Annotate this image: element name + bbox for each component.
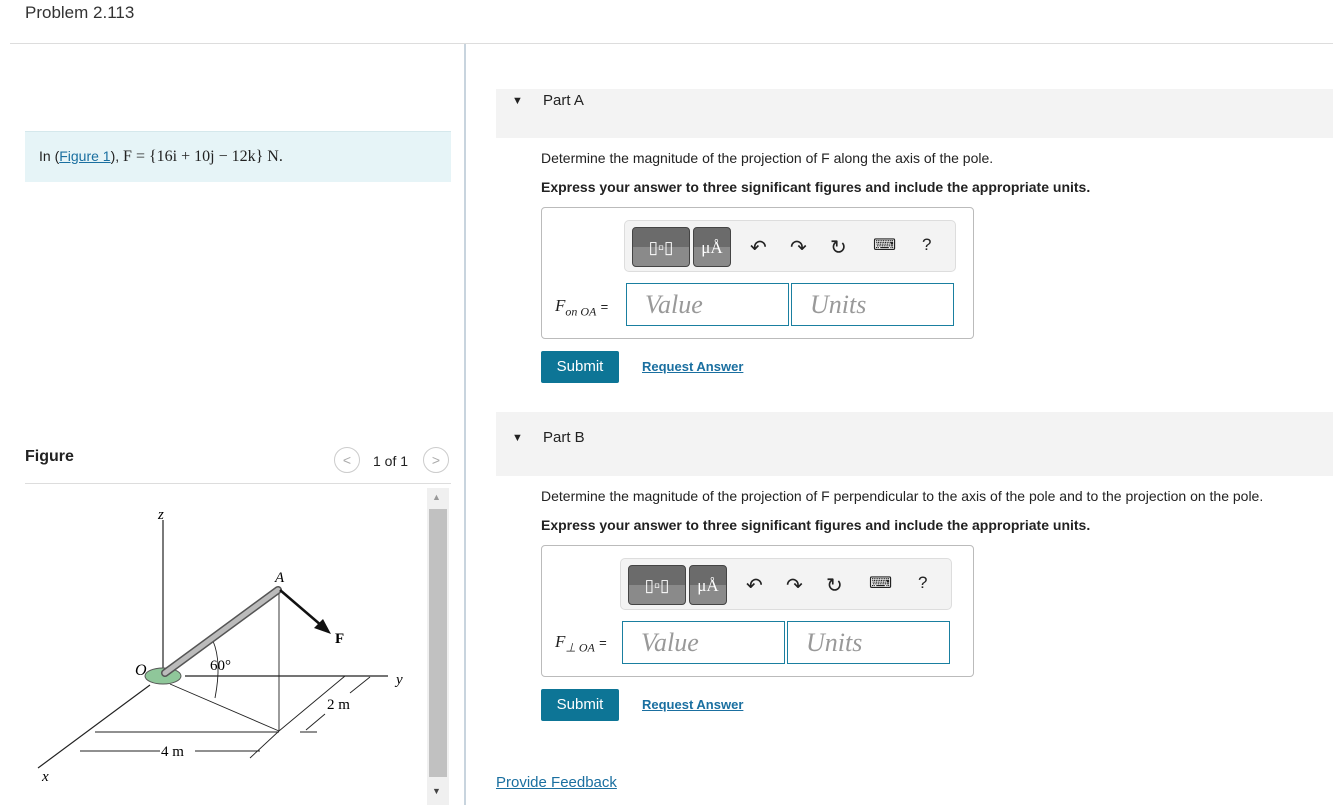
problem-statement: In (Figure 1), F = {16i + 10j − 12k} N. <box>25 131 451 182</box>
o-label: O <box>135 662 147 679</box>
panel-divider[interactable] <box>464 44 466 805</box>
problem-title: Problem 2.113 <box>25 3 135 22</box>
f-label: F <box>335 631 344 647</box>
scroll-up-icon[interactable]: ▲ <box>432 492 441 502</box>
dim-2m-label: 2 m <box>327 697 350 713</box>
divider <box>25 483 451 484</box>
scroll-down-icon[interactable]: ▼ <box>432 786 441 796</box>
y-label: y <box>394 672 403 688</box>
next-figure-button[interactable]: > <box>423 447 449 473</box>
part-b-label: Part B <box>543 429 585 446</box>
reset-icon[interactable]: ↻ <box>830 237 847 259</box>
redo-icon[interactable]: ↷ <box>790 237 807 259</box>
part-b-instruction: Express your answer to three significant… <box>541 517 1091 533</box>
templates-button[interactable]: ▯▫▯ <box>628 565 686 605</box>
undo-icon[interactable]: ↶ <box>750 237 767 259</box>
intro-suffix: ), <box>110 148 120 164</box>
units-input[interactable]: Units <box>791 283 954 326</box>
divider <box>10 43 1333 44</box>
part-a-instruction: Express your answer to three significant… <box>541 179 1091 195</box>
figure-heading: Figure <box>25 448 74 465</box>
help-icon[interactable]: ? <box>918 573 928 592</box>
units-button[interactable]: μÅ <box>693 227 731 267</box>
collapse-triangle-icon: ▼ <box>512 432 523 444</box>
value-input[interactable]: Value <box>626 283 789 326</box>
units-button[interactable]: μÅ <box>689 565 727 605</box>
z-label: z <box>157 507 164 523</box>
help-icon[interactable]: ? <box>922 235 932 254</box>
force-equation: F = {16i + 10j − 12k} N. <box>123 148 283 165</box>
collapse-triangle-icon: ▼ <box>512 95 523 107</box>
chevron-right-icon: > <box>431 452 441 468</box>
scrollbar-thumb[interactable] <box>429 509 447 777</box>
reset-icon[interactable]: ↻ <box>826 575 843 597</box>
figure-counter: 1 of 1 <box>373 453 409 469</box>
request-answer-link[interactable]: Request Answer <box>642 359 744 374</box>
provide-feedback-link[interactable]: Provide Feedback <box>496 774 617 791</box>
figure-link[interactable]: Figure 1 <box>59 148 111 164</box>
part-b-header[interactable]: ▼ Part B <box>496 412 1333 476</box>
submit-button[interactable]: Submit <box>541 689 619 721</box>
x-label: x <box>41 769 49 785</box>
math-toolbar: ▯▫▯ μÅ ↶ ↷ ↻ ⌨ ? <box>620 558 952 610</box>
request-answer-link[interactable]: Request Answer <box>642 697 744 712</box>
submit-button[interactable]: Submit <box>541 351 619 383</box>
value-input[interactable]: Value <box>622 621 785 664</box>
part-b-question: Determine the magnitude of the projectio… <box>541 488 1264 504</box>
units-input[interactable]: Units <box>787 621 950 664</box>
force-arrow <box>279 589 323 627</box>
angle-label: 60° <box>210 658 231 674</box>
chevron-left-icon: < <box>342 452 352 468</box>
part-a-label: Part A <box>543 92 584 109</box>
redo-icon[interactable]: ↷ <box>786 575 803 597</box>
part-a-answer-box: ▯▫▯ μÅ ↶ ↷ ↻ ⌨ ? Fon OA = Value Units <box>541 207 974 339</box>
a-label: A <box>274 570 285 586</box>
x-axis <box>37 684 151 769</box>
templates-button[interactable]: ▯▫▯ <box>632 227 690 267</box>
keyboard-icon[interactable]: ⌨ <box>869 575 893 592</box>
figure-diagram: z x y O A F 60° 4 m 2 m <box>37 507 403 785</box>
dim-4m-label: 4 m <box>161 744 184 760</box>
undo-icon[interactable]: ↶ <box>746 575 763 597</box>
intro-prefix: In ( <box>39 148 60 164</box>
part-a-header[interactable]: ▼ Part A <box>496 89 1333 138</box>
answer-variable: F⊥ OA = <box>555 632 607 655</box>
keyboard-icon[interactable]: ⌨ <box>873 237 897 254</box>
answer-variable: Fon OA = <box>555 296 609 319</box>
part-b-answer-box: ▯▫▯ μÅ ↶ ↷ ↻ ⌨ ? F⊥ OA = Value Units <box>541 545 974 677</box>
prev-figure-button[interactable]: < <box>334 447 360 473</box>
part-a-question: Determine the magnitude of the projectio… <box>541 150 994 166</box>
math-toolbar: ▯▫▯ μÅ ↶ ↷ ↻ ⌨ ? <box>624 220 956 272</box>
